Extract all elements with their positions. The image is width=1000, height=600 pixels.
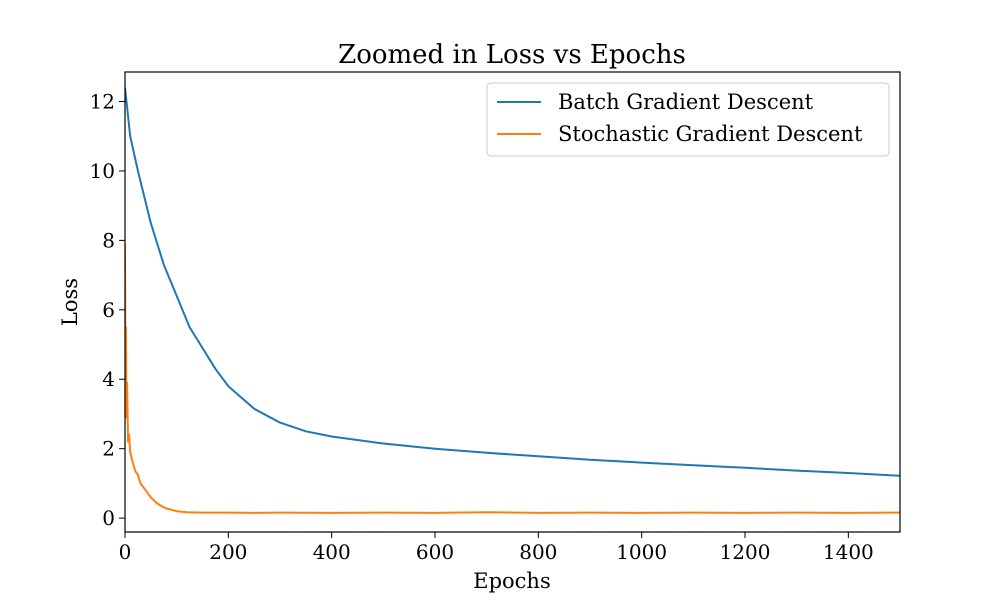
x-tick-label: 1400 bbox=[823, 540, 874, 564]
y-tick-label: 6 bbox=[102, 298, 115, 322]
x-tick-label: 200 bbox=[209, 540, 247, 564]
x-tick-label: 600 bbox=[416, 540, 454, 564]
x-tick-label: 400 bbox=[313, 540, 351, 564]
chart-title: Zoomed in Loss vs Epochs bbox=[338, 40, 686, 70]
y-axis-label: Loss bbox=[58, 278, 82, 326]
legend: Batch Gradient Descent Stochastic Gradien… bbox=[486, 82, 890, 157]
series-line-0 bbox=[125, 87, 900, 477]
x-tick-label: 0 bbox=[119, 540, 132, 564]
plot-area-frame bbox=[124, 71, 901, 533]
x-tick-label: 1200 bbox=[720, 540, 771, 564]
x-axis-label: Epochs bbox=[473, 569, 550, 593]
y-tick-label: 8 bbox=[102, 228, 115, 252]
series-line-1 bbox=[125, 243, 900, 514]
y-tick-label: 10 bbox=[90, 159, 115, 183]
y-tick-label: 4 bbox=[102, 367, 115, 391]
x-tick-label: 800 bbox=[519, 540, 557, 564]
y-tick-label: 0 bbox=[102, 506, 115, 530]
legend-label-1: Stochastic Gradient Descent bbox=[558, 122, 863, 146]
y-tick-label: 12 bbox=[90, 90, 115, 114]
y-tick-label: 2 bbox=[102, 437, 115, 461]
legend-label-0: Batch Gradient Descent bbox=[558, 90, 814, 114]
x-tick-label: 1000 bbox=[616, 540, 667, 564]
